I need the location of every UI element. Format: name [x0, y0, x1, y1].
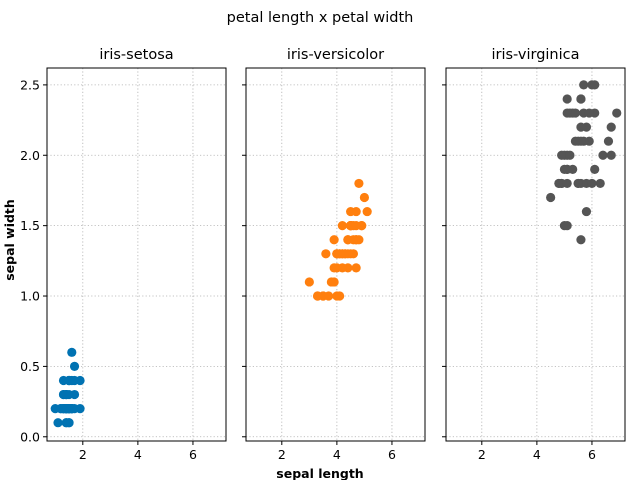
chart-panels: 2 4 6 0.0 0.5 1.0 1.5 2.0 2.5 iris-setosa 2 4 6 iris-… [20, 47, 626, 462]
data-point [562, 178, 572, 189]
x-tick-label: 2 [79, 447, 87, 462]
data-point [53, 418, 63, 428]
data-point [570, 136, 581, 146]
data-point [64, 375, 74, 386]
panel-3: 2 4 6 iris-virginica [442, 47, 626, 462]
data-point [557, 150, 567, 160]
panel-1: 2 4 6 0.0 0.5 1.0 1.5 2.0 2.5 iris-setosa [20, 47, 227, 462]
axes-frame [445, 67, 626, 442]
x-axis-label: sepal length [276, 466, 363, 480]
panel-title: iris-virginica [491, 47, 579, 63]
data-point [590, 80, 600, 90]
data-point [595, 178, 605, 189]
data-point [587, 178, 597, 189]
data-point [359, 192, 370, 203]
y-tick-label: 0.0 [20, 429, 40, 444]
data-point [75, 375, 85, 386]
data-point [337, 263, 347, 273]
x-tick-label: 6 [189, 447, 197, 462]
y-tick-label: 1.0 [20, 289, 40, 304]
data-point [329, 235, 339, 245]
data-point [562, 221, 572, 231]
data-point [335, 291, 345, 301]
data-point [335, 249, 345, 259]
data-point [348, 235, 358, 245]
data-point [603, 136, 614, 146]
data-point [304, 277, 314, 287]
grid [47, 68, 226, 441]
data-point [612, 108, 622, 118]
data-point [61, 404, 71, 414]
data-point [576, 235, 586, 245]
series-points [50, 347, 85, 428]
grid [446, 68, 625, 441]
panel-title: iris-versicolor [287, 47, 384, 63]
data-point [559, 164, 570, 174]
data-point [61, 389, 71, 400]
data-point [590, 164, 600, 174]
data-point [69, 361, 80, 371]
data-point [61, 418, 71, 428]
data-point [351, 221, 361, 231]
data-point [576, 94, 586, 104]
y-tick-label: 0.5 [20, 359, 40, 374]
data-point [75, 404, 85, 414]
data-point [67, 347, 77, 357]
data-point [570, 108, 581, 118]
panel-2: 2 4 6 iris-versicolor [242, 47, 426, 462]
y-tick-label: 2.0 [20, 148, 40, 163]
data-point [351, 263, 361, 273]
x-tick-label: 6 [588, 447, 596, 462]
x-tick-label: 2 [478, 447, 486, 462]
data-point [326, 277, 336, 287]
y-tick-label: 2.5 [20, 77, 40, 92]
chart-title: petal length x petal width [227, 10, 414, 26]
data-point [576, 122, 586, 132]
data-point [321, 249, 331, 259]
y-axis-label: sepal width [2, 199, 17, 281]
data-point [581, 206, 592, 217]
data-point [337, 221, 347, 231]
axes-frame [245, 67, 426, 442]
axes-frame [46, 67, 227, 442]
data-point [598, 150, 608, 160]
data-point [562, 94, 572, 104]
series-points [304, 178, 372, 301]
data-point [313, 291, 323, 301]
data-point [565, 150, 575, 160]
data-point [324, 291, 334, 301]
data-point [362, 206, 372, 217]
x-tick-label: 6 [388, 447, 396, 462]
series-points [546, 80, 622, 245]
data-point [354, 178, 364, 189]
data-point [584, 108, 594, 118]
x-tick-label: 2 [278, 447, 286, 462]
data-point [606, 150, 616, 160]
x-tick-label: 4 [333, 447, 341, 462]
data-point [579, 80, 589, 90]
x-tick-label: 4 [533, 447, 541, 462]
panel-title: iris-setosa [99, 47, 173, 63]
data-point [554, 178, 564, 189]
x-tick-label: 4 [134, 447, 142, 462]
data-point [573, 178, 583, 189]
data-point [346, 206, 356, 217]
data-point [606, 122, 616, 132]
data-point [546, 192, 556, 203]
y-tick-label: 1.5 [20, 218, 40, 233]
